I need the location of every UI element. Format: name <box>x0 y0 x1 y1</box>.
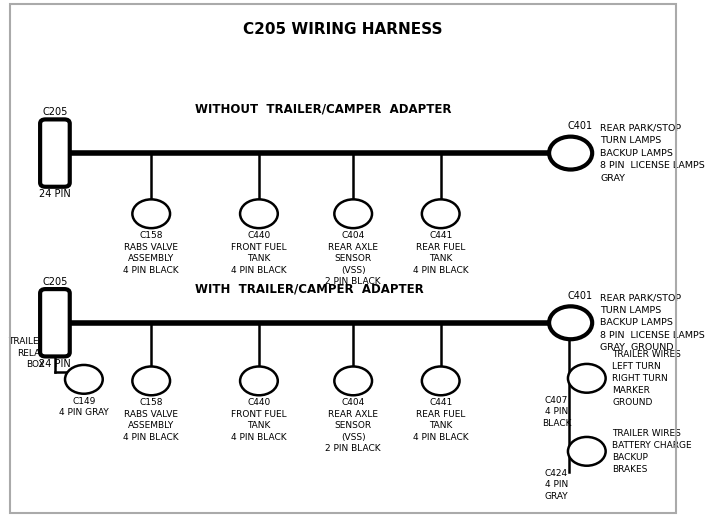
Circle shape <box>422 367 459 396</box>
Text: 24 PIN: 24 PIN <box>39 189 71 199</box>
Text: REAR PARK/STOP
TURN LAMPS
BACKUP LAMPS
8 PIN  LICENSE LAMPS
GRAY  GROUND: REAR PARK/STOP TURN LAMPS BACKUP LAMPS 8… <box>600 293 705 352</box>
Text: C404
REAR AXLE
SENSOR
(VSS)
2 PIN BLACK: C404 REAR AXLE SENSOR (VSS) 2 PIN BLACK <box>325 231 381 286</box>
Circle shape <box>549 136 592 170</box>
Circle shape <box>65 365 103 394</box>
Text: C440
FRONT FUEL
TANK
4 PIN BLACK: C440 FRONT FUEL TANK 4 PIN BLACK <box>231 231 287 275</box>
Text: C441
REAR FUEL
TANK
4 PIN BLACK: C441 REAR FUEL TANK 4 PIN BLACK <box>413 399 469 442</box>
Circle shape <box>240 367 278 396</box>
FancyBboxPatch shape <box>40 289 70 356</box>
Text: C440
FRONT FUEL
TANK
4 PIN BLACK: C440 FRONT FUEL TANK 4 PIN BLACK <box>231 399 287 442</box>
Text: C158
RABS VALVE
ASSEMBLY
4 PIN BLACK: C158 RABS VALVE ASSEMBLY 4 PIN BLACK <box>123 231 179 275</box>
Text: TRAILER WIRES
LEFT TURN
RIGHT TURN
MARKER
GROUND: TRAILER WIRES LEFT TURN RIGHT TURN MARKE… <box>613 349 681 407</box>
Text: C441
REAR FUEL
TANK
4 PIN BLACK: C441 REAR FUEL TANK 4 PIN BLACK <box>413 231 469 275</box>
Text: C401: C401 <box>567 291 593 301</box>
Text: C205: C205 <box>42 108 68 117</box>
Circle shape <box>549 307 592 339</box>
Text: WITHOUT  TRAILER/CAMPER  ADAPTER: WITHOUT TRAILER/CAMPER ADAPTER <box>194 103 451 116</box>
Text: C401: C401 <box>567 121 593 131</box>
Text: REAR PARK/STOP
TURN LAMPS
BACKUP LAMPS
8 PIN  LICENSE LAMPS
GRAY: REAR PARK/STOP TURN LAMPS BACKUP LAMPS 8… <box>600 124 705 183</box>
Text: C149
4 PIN GRAY: C149 4 PIN GRAY <box>59 397 109 417</box>
Circle shape <box>334 367 372 396</box>
Text: C407
4 PIN
BLACK: C407 4 PIN BLACK <box>541 396 571 428</box>
Circle shape <box>568 364 606 393</box>
Text: 24 PIN: 24 PIN <box>39 358 71 369</box>
FancyBboxPatch shape <box>40 119 70 187</box>
Text: WITH  TRAILER/CAMPER  ADAPTER: WITH TRAILER/CAMPER ADAPTER <box>195 283 424 296</box>
Text: C205 WIRING HARNESS: C205 WIRING HARNESS <box>243 22 443 37</box>
Circle shape <box>568 437 606 466</box>
Text: C205: C205 <box>42 277 68 287</box>
Circle shape <box>334 200 372 228</box>
Text: C424
4 PIN
GRAY: C424 4 PIN GRAY <box>545 469 568 501</box>
Text: TRAILER
RELAY
BOX: TRAILER RELAY BOX <box>8 337 45 369</box>
Circle shape <box>240 200 278 228</box>
Circle shape <box>132 200 170 228</box>
Text: TRAILER WIRES
BATTERY CHARGE
BACKUP
BRAKES: TRAILER WIRES BATTERY CHARGE BACKUP BRAK… <box>613 429 692 474</box>
Circle shape <box>132 367 170 396</box>
Text: C158
RABS VALVE
ASSEMBLY
4 PIN BLACK: C158 RABS VALVE ASSEMBLY 4 PIN BLACK <box>123 399 179 442</box>
Circle shape <box>422 200 459 228</box>
Text: C404
REAR AXLE
SENSOR
(VSS)
2 PIN BLACK: C404 REAR AXLE SENSOR (VSS) 2 PIN BLACK <box>325 399 381 453</box>
